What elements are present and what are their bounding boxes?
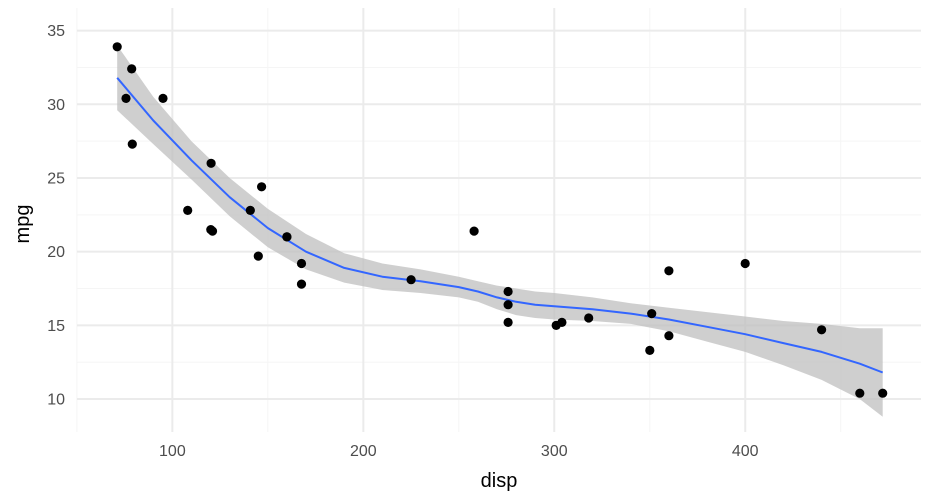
smooth-line [116,77,884,374]
data-point [551,320,561,330]
data-point [503,317,513,327]
data-point [647,309,657,319]
data-point [406,275,416,285]
y-tick-label: 15 [47,318,65,335]
data-point [855,388,865,398]
confidence-band-layer [117,45,883,417]
x-tick-label: 100 [159,443,186,460]
y-tick-label: 10 [47,392,65,409]
data-point [127,64,137,74]
data-point [257,182,267,192]
data-point [158,93,168,103]
x-axis-title: disp [481,470,518,492]
data-point [645,345,655,355]
data-point [121,93,131,103]
y-tick-labels: 10 15 20 25 30 35 [47,23,65,408]
y-tick-label: 30 [47,97,65,114]
data-point [253,251,263,261]
data-point [183,205,193,215]
y-tick-label: 20 [47,244,65,261]
data-point [245,205,255,215]
points-layer [112,42,888,398]
data-point [664,266,674,276]
major-gridlines [77,8,921,432]
y-tick-label: 25 [47,170,65,187]
y-axis-title: mpg [12,205,34,244]
x-tick-labels: 100 200 300 400 [159,443,759,460]
data-point [112,42,122,52]
x-tick-label: 200 [350,443,377,460]
data-point [503,286,513,297]
data-point [664,331,674,341]
x-tick-label: 300 [541,443,568,460]
data-point [127,139,137,149]
data-point [282,232,292,242]
data-point [296,279,307,289]
data-point [207,226,218,236]
data-point [878,388,888,398]
data-point [584,313,594,323]
y-tick-label: 35 [47,23,65,40]
x-tick-label: 400 [732,443,759,460]
data-point [469,226,479,236]
data-point [206,158,216,168]
data-point [740,258,750,269]
data-point [503,300,513,310]
plot-panel [76,8,921,432]
data-point [296,258,307,269]
confidence-band [117,45,883,417]
smooth-line-layer [116,77,884,374]
data-point [817,325,827,335]
